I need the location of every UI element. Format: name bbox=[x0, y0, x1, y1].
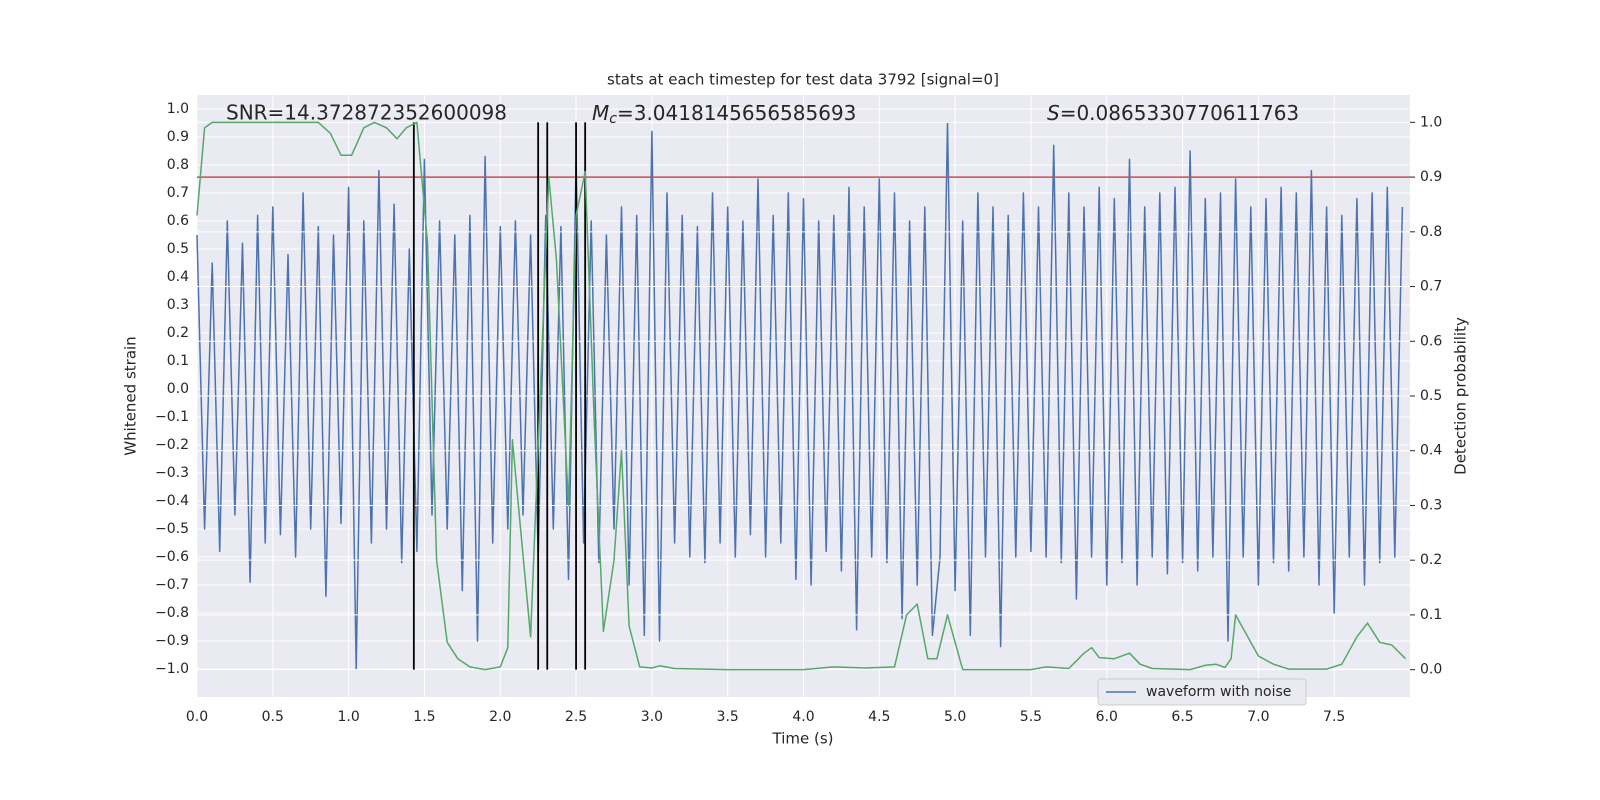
y-tick-label: −0.8 bbox=[155, 605, 189, 621]
annotation: Mc=3.0418145656585693 bbox=[592, 101, 856, 128]
y2-tick-label: 0.2 bbox=[1420, 552, 1442, 568]
x-tick-label: 4.0 bbox=[792, 709, 814, 725]
annotation-symbol: M bbox=[592, 101, 609, 125]
y2-tick-label: 0.1 bbox=[1420, 607, 1442, 623]
annotation: SNR=14.372872352600098 bbox=[226, 101, 507, 125]
x-tick-label: 5.5 bbox=[1020, 709, 1042, 725]
annotation-symbol: S bbox=[1047, 101, 1060, 125]
y-tick-label: −0.7 bbox=[155, 577, 189, 593]
x-tick-label: 6.0 bbox=[1096, 709, 1118, 725]
y2-tick-label: 0.5 bbox=[1420, 388, 1442, 404]
annotation-subscript: c bbox=[609, 111, 617, 127]
legend: waveform with noise bbox=[1097, 678, 1307, 706]
y-tick-label: −1.0 bbox=[155, 661, 189, 677]
y2-tick-label: 0.3 bbox=[1420, 497, 1442, 513]
y-tick-label: −0.3 bbox=[155, 465, 189, 481]
y2-tick-label: 0.4 bbox=[1420, 443, 1442, 459]
y-tick-label: −0.6 bbox=[155, 549, 189, 565]
y-tick-label: 0.0 bbox=[167, 381, 189, 397]
y-tick-label: 0.1 bbox=[167, 353, 189, 369]
y-tick-label: 0.6 bbox=[167, 213, 189, 229]
y-tick-label: 0.3 bbox=[167, 297, 189, 313]
x-tick-label: 1.5 bbox=[413, 709, 435, 725]
y-tick-label: 0.5 bbox=[167, 241, 189, 257]
x-tick-label: 7.5 bbox=[1323, 709, 1345, 725]
x-tick-label: 7.0 bbox=[1247, 709, 1269, 725]
y-tick-label: −0.9 bbox=[155, 633, 189, 649]
x-tick-label: 1.0 bbox=[337, 709, 359, 725]
x-tick-label: 0.0 bbox=[186, 709, 208, 725]
annotation: S=0.0865330770611763 bbox=[1047, 101, 1299, 125]
x-tick-label: 0.5 bbox=[262, 709, 284, 725]
legend-box bbox=[1097, 678, 1307, 706]
y-tick-label: −0.4 bbox=[155, 493, 189, 509]
y2-tick-label: 0.6 bbox=[1420, 333, 1442, 349]
y2-tick-label: 0.8 bbox=[1420, 224, 1442, 240]
y-tick-label: 0.2 bbox=[167, 325, 189, 341]
y-tick-label: 1.0 bbox=[167, 101, 189, 117]
y2-tick-label: 0.7 bbox=[1420, 279, 1442, 295]
probability-line bbox=[196, 121, 1407, 671]
chart-title: stats at each timestep for test data 379… bbox=[607, 71, 999, 89]
x-tick-label: 2.0 bbox=[489, 709, 511, 725]
annotation-value: =0.0865330770611763 bbox=[1060, 101, 1299, 125]
y-axis-label: Whitened strain bbox=[122, 336, 140, 455]
y-tick-label: −0.1 bbox=[155, 409, 189, 425]
y2-tick-label: 0.0 bbox=[1420, 662, 1442, 678]
y2-axis-label: Detection probability bbox=[1452, 317, 1470, 475]
y-tick-label: 0.7 bbox=[167, 185, 189, 201]
legend-label: waveform with noise bbox=[1146, 684, 1291, 700]
y-tick-label: 0.8 bbox=[167, 157, 189, 173]
x-tick-label: 3.5 bbox=[717, 709, 739, 725]
x-tick-label: 4.5 bbox=[868, 709, 890, 725]
x-tick-label: 5.0 bbox=[944, 709, 966, 725]
annotation-value: =3.0418145656585693 bbox=[617, 101, 856, 125]
y-tick-label: −0.2 bbox=[155, 437, 189, 453]
waveform-line bbox=[196, 122, 1404, 670]
x-tick-label: 2.5 bbox=[565, 709, 587, 725]
y2-tick-label: 1.0 bbox=[1420, 114, 1442, 130]
y-tick-label: 0.4 bbox=[167, 269, 189, 285]
y-tick-label: 0.9 bbox=[167, 129, 189, 145]
over-layer bbox=[196, 121, 1410, 671]
x-tick-label: 3.0 bbox=[641, 709, 663, 725]
x-axis-label: Time (s) bbox=[772, 730, 834, 748]
y2-tick-label: 0.9 bbox=[1420, 169, 1442, 185]
y-tick-label: −0.5 bbox=[155, 521, 189, 537]
x-tick-label: 6.5 bbox=[1171, 709, 1193, 725]
